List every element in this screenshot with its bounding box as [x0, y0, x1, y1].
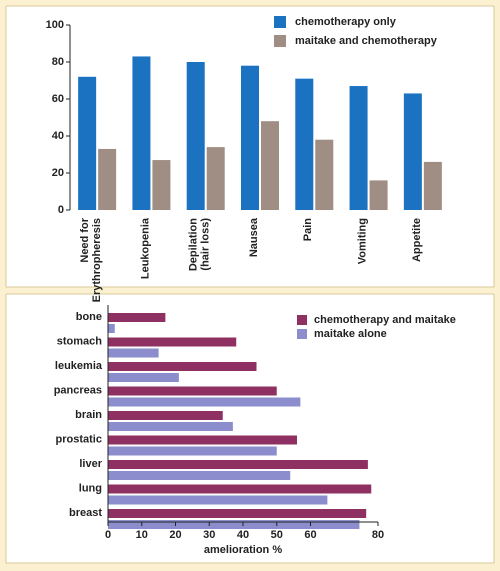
x-tick-label: Leukopenia [139, 217, 151, 279]
bar [423, 161, 442, 210]
x-tick-label: 30 [203, 529, 215, 541]
bar [108, 373, 179, 382]
x-tick-label: 50 [271, 529, 283, 541]
x-tick-label: Vomiting [356, 218, 368, 264]
bar [108, 324, 115, 333]
bar [108, 446, 277, 456]
y-tick-label: 20 [52, 167, 64, 179]
bar [108, 411, 223, 420]
x-axis-title: amelioration % [204, 544, 282, 556]
x-tick-label: Need for [79, 217, 91, 262]
bar [315, 139, 334, 210]
bar [295, 78, 314, 211]
x-tick-label: (hair loss) [200, 218, 212, 271]
x-tick-label: Pain [302, 218, 314, 242]
legend-label: chemotherapy and maitake [314, 314, 456, 326]
y-tick-label: breast [69, 507, 102, 519]
x-tick-label: Depilation [188, 218, 200, 271]
x-tick-label: Appetite [411, 218, 423, 262]
y-tick-label: brain [75, 409, 102, 421]
bar [108, 362, 257, 371]
legend-label: chemotherapy only [295, 16, 397, 28]
panel [5, 293, 495, 564]
y-tick-label: 40 [52, 130, 64, 142]
x-tick-label: 40 [237, 529, 249, 541]
bar [108, 509, 367, 518]
y-tick-label: 80 [52, 56, 64, 68]
bar [369, 180, 388, 210]
y-tick-label: leukemia [55, 360, 103, 372]
bar [186, 62, 205, 210]
bar [261, 121, 279, 210]
bar [206, 147, 225, 210]
bar [108, 422, 233, 431]
x-tick-label: 80 [372, 529, 384, 541]
y-tick-label: stomach [57, 335, 103, 347]
bar [98, 148, 117, 210]
bar [108, 386, 277, 396]
y-tick-label: 60 [52, 93, 64, 105]
x-tick-label: 20 [169, 529, 181, 541]
bar [108, 495, 328, 505]
bar [349, 86, 368, 210]
bar [108, 313, 166, 322]
y-tick-label: 0 [58, 204, 64, 216]
bar [108, 348, 159, 358]
bar [78, 76, 97, 210]
legend-label: maitake alone [314, 328, 387, 340]
legend-swatch [274, 16, 286, 28]
legend-swatch [274, 35, 286, 47]
bar [152, 160, 171, 210]
bar [241, 65, 259, 210]
bar [108, 397, 301, 407]
x-tick-label: Erythropheresis [91, 218, 103, 302]
x-tick-label: Nausea [248, 217, 260, 257]
legend-swatch [297, 329, 307, 339]
x-tick-label: 10 [136, 529, 148, 541]
y-tick-label: liver [79, 458, 102, 470]
x-tick-label: 60 [304, 529, 316, 541]
y-tick-label: lung [79, 482, 102, 494]
bar [108, 471, 291, 480]
bar [403, 93, 422, 210]
bar [108, 435, 297, 445]
bar [108, 460, 368, 469]
bar [108, 484, 372, 494]
y-tick-label: bone [76, 311, 102, 323]
y-tick-label: prostatic [56, 433, 102, 445]
legend-label: maitake and chemotherapy [295, 35, 438, 47]
x-tick-label: 0 [105, 529, 111, 541]
legend-swatch [297, 315, 307, 325]
y-tick-label: pancreas [54, 384, 102, 396]
y-tick-label: 100 [46, 19, 64, 31]
bar [108, 520, 360, 529]
bar [108, 337, 237, 347]
bar [132, 56, 151, 211]
